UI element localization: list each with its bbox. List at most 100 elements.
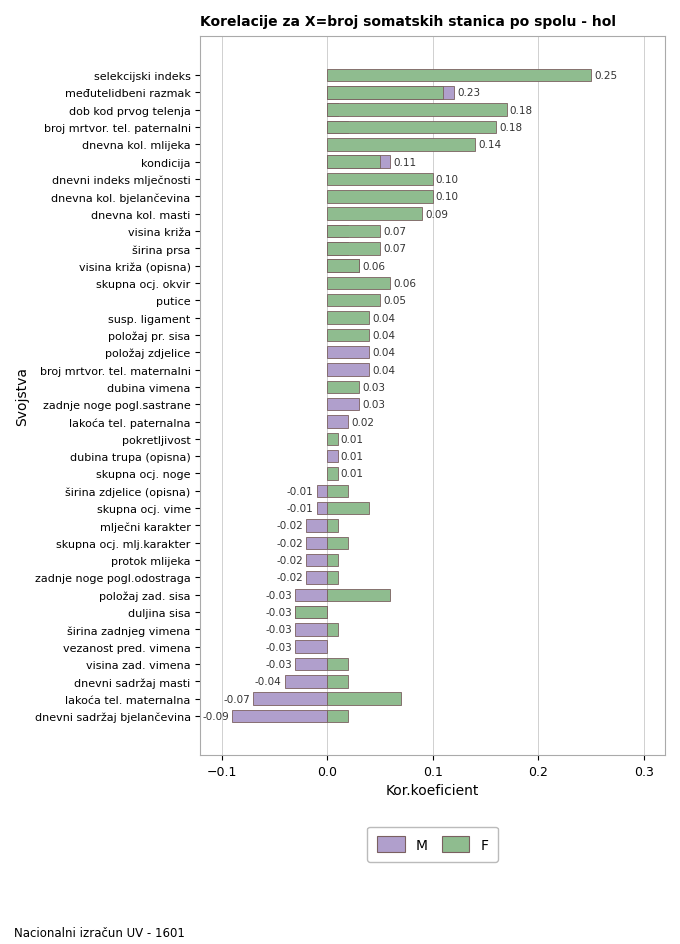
Bar bbox=[327, 519, 338, 532]
Bar bbox=[295, 641, 327, 653]
Bar bbox=[327, 139, 475, 151]
Text: -0.03: -0.03 bbox=[265, 607, 292, 617]
Legend: M, F: M, F bbox=[367, 827, 498, 862]
Bar bbox=[327, 485, 348, 497]
Bar bbox=[295, 658, 327, 670]
Bar bbox=[327, 433, 338, 446]
Text: -0.01: -0.01 bbox=[287, 503, 313, 514]
Text: 0.01: 0.01 bbox=[341, 451, 364, 462]
Bar bbox=[327, 261, 359, 273]
Bar bbox=[327, 467, 338, 480]
Bar bbox=[295, 606, 327, 618]
Bar bbox=[327, 450, 338, 463]
Bar bbox=[327, 693, 401, 705]
Text: 0.23: 0.23 bbox=[457, 88, 480, 98]
Bar bbox=[327, 70, 591, 82]
Bar bbox=[306, 537, 327, 549]
Text: -0.09: -0.09 bbox=[202, 711, 229, 721]
Text: 0.10: 0.10 bbox=[436, 192, 459, 202]
Bar bbox=[317, 485, 327, 497]
Text: -0.03: -0.03 bbox=[265, 590, 292, 600]
Text: 0.03: 0.03 bbox=[362, 399, 385, 410]
Text: -0.04: -0.04 bbox=[255, 677, 282, 686]
Text: 0.05: 0.05 bbox=[383, 295, 406, 306]
Bar bbox=[327, 278, 390, 290]
Text: 0.04: 0.04 bbox=[373, 313, 396, 323]
Bar bbox=[327, 105, 507, 117]
Bar bbox=[295, 623, 327, 636]
Text: 0.25: 0.25 bbox=[594, 71, 617, 81]
Text: 0.18: 0.18 bbox=[499, 123, 522, 133]
Text: -0.02: -0.02 bbox=[276, 538, 303, 548]
Bar bbox=[327, 571, 338, 584]
Bar bbox=[327, 364, 369, 377]
Text: -0.03: -0.03 bbox=[265, 625, 292, 634]
Bar bbox=[285, 675, 327, 688]
Bar bbox=[295, 589, 327, 601]
Text: -0.03: -0.03 bbox=[265, 642, 292, 652]
Bar bbox=[327, 87, 443, 99]
Bar bbox=[327, 415, 348, 429]
Bar bbox=[327, 261, 359, 273]
Y-axis label: Svojstva: Svojstva bbox=[15, 366, 29, 426]
Bar bbox=[327, 589, 390, 601]
Bar bbox=[327, 122, 348, 134]
Bar bbox=[327, 346, 369, 359]
Text: -0.07: -0.07 bbox=[223, 694, 250, 704]
Text: Nacionalni izračun UV - 1601: Nacionalni izračun UV - 1601 bbox=[14, 926, 184, 939]
Bar bbox=[253, 693, 327, 705]
Bar bbox=[327, 226, 348, 238]
Text: 0.09: 0.09 bbox=[425, 210, 448, 219]
Bar bbox=[327, 537, 348, 549]
Bar bbox=[327, 554, 338, 566]
Text: 0.02: 0.02 bbox=[352, 417, 375, 427]
Bar bbox=[327, 191, 432, 203]
Bar bbox=[232, 710, 327, 722]
Bar bbox=[327, 243, 348, 255]
Bar bbox=[327, 174, 432, 186]
Bar bbox=[327, 398, 359, 411]
Bar bbox=[327, 157, 380, 169]
Text: 0.11: 0.11 bbox=[394, 158, 417, 167]
Bar bbox=[306, 554, 327, 566]
Bar bbox=[327, 710, 348, 722]
Bar bbox=[327, 295, 380, 307]
Bar bbox=[306, 519, 327, 532]
Bar bbox=[327, 122, 496, 134]
Bar bbox=[327, 87, 454, 99]
Text: 0.01: 0.01 bbox=[341, 434, 364, 445]
Text: 0.03: 0.03 bbox=[362, 382, 385, 393]
Bar bbox=[327, 658, 348, 670]
Bar bbox=[327, 226, 380, 238]
Text: -0.01: -0.01 bbox=[287, 486, 313, 497]
Bar bbox=[327, 105, 338, 117]
Bar bbox=[327, 502, 369, 514]
Bar bbox=[295, 606, 327, 618]
Text: 0.06: 0.06 bbox=[394, 278, 417, 289]
Text: 0.07: 0.07 bbox=[383, 227, 406, 237]
Text: -0.02: -0.02 bbox=[276, 555, 303, 565]
Bar bbox=[327, 623, 338, 636]
Bar bbox=[327, 675, 348, 688]
Text: 0.04: 0.04 bbox=[373, 347, 396, 358]
Text: 0.18: 0.18 bbox=[510, 106, 533, 115]
Text: -0.03: -0.03 bbox=[265, 659, 292, 669]
Bar bbox=[317, 502, 327, 514]
Text: -0.02: -0.02 bbox=[276, 521, 303, 531]
Text: 0.04: 0.04 bbox=[373, 365, 396, 375]
Text: 0.07: 0.07 bbox=[383, 244, 406, 254]
Bar bbox=[306, 571, 327, 584]
Bar bbox=[327, 157, 390, 169]
Bar bbox=[327, 312, 369, 325]
Text: 0.01: 0.01 bbox=[341, 469, 364, 479]
Bar bbox=[327, 243, 380, 255]
X-axis label: Kor.koeficient: Kor.koeficient bbox=[386, 784, 479, 798]
Bar bbox=[327, 329, 369, 342]
Text: -0.02: -0.02 bbox=[276, 573, 303, 582]
Bar bbox=[327, 381, 359, 394]
Text: 0.06: 0.06 bbox=[362, 261, 385, 271]
Text: Korelacije za X=broj somatskih stanica po spolu - hol: Korelacije za X=broj somatskih stanica p… bbox=[201, 15, 616, 29]
Bar bbox=[327, 209, 422, 221]
Text: 0.04: 0.04 bbox=[373, 330, 396, 341]
Text: 0.14: 0.14 bbox=[478, 140, 501, 150]
